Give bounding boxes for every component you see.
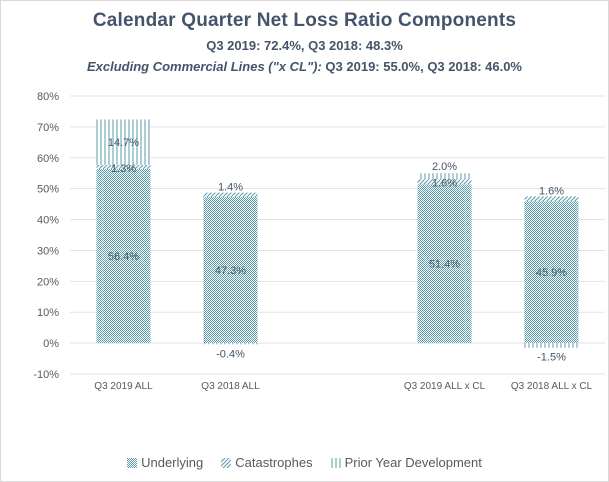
y-tick-label: 60% xyxy=(37,153,59,165)
y-tick-label: 30% xyxy=(37,245,59,257)
data-label-underlying: 56.4% xyxy=(108,251,139,263)
legend-swatch-underlying xyxy=(127,457,138,468)
data-label-underlying: 45.9% xyxy=(536,267,567,279)
y-tick-label: 50% xyxy=(37,184,59,196)
data-label-prior-year-development: 14.7% xyxy=(108,137,139,149)
x-tick-label: Q3 2018 ALL x CL xyxy=(511,381,593,392)
legend-item-underlying: Underlying xyxy=(127,455,203,470)
bar-segment-catastrophes xyxy=(203,192,258,198)
legend-swatch-catastrophes xyxy=(221,457,232,468)
data-label-underlying: 51.4% xyxy=(429,259,460,271)
bar-segment-underlying xyxy=(524,201,579,344)
bar-segment-prior-year-development xyxy=(524,343,579,348)
data-label-catastrophes: 1.3% xyxy=(111,163,136,175)
y-tick-label: 70% xyxy=(37,122,59,134)
data-label-catastrophes: 1.6% xyxy=(539,185,564,197)
data-label-underlying: 47.3% xyxy=(215,265,246,277)
chart-subtitle: Q3 2019: 72.4%, Q3 2018: 48.3% xyxy=(206,38,403,53)
legend-item-prior-year-development: Prior Year Development xyxy=(330,455,482,470)
chart-title: Calendar Quarter Net Loss Ratio Componen… xyxy=(92,10,517,31)
y-tick-label: 40% xyxy=(37,215,59,227)
y-tick-label: 0% xyxy=(43,338,59,350)
data-label-catastrophes: 1.4% xyxy=(218,182,243,194)
bar-segment-catastrophes xyxy=(96,164,151,169)
bar-segment-prior-year-development xyxy=(203,343,258,345)
legend-label-prior-year-development: Prior Year Development xyxy=(344,455,482,470)
bar-segment-underlying xyxy=(96,168,151,344)
subtitle-2-rest: Q3 2019: 55.0%, Q3 2018: 46.0% xyxy=(325,59,522,74)
x-tick-label: Q3 2019 ALL xyxy=(94,381,153,392)
x-tick-label: Q3 2019 ALL x CL xyxy=(404,381,486,392)
subtitle-2-italic: Excluding Commercial Lines ("x CL"): xyxy=(86,59,322,74)
bar-segment-underlying xyxy=(203,197,258,344)
legend-label-underlying: Underlying xyxy=(141,455,204,470)
legend-item-catastrophes: Catastrophes xyxy=(221,455,313,470)
bar-segment-prior-year-development xyxy=(96,119,151,165)
legend-swatch-prior-year-development xyxy=(330,457,341,468)
bar-segment-underlying xyxy=(417,184,472,344)
chart-subtitle-2: Excluding Commercial Lines ("x CL"): Q3 … xyxy=(0,59,609,74)
chart-legend: Underlying Catastrophes Prior Year Devel… xyxy=(0,455,609,470)
data-label-catastrophes: 1.6% xyxy=(432,177,457,189)
bar-segment-catastrophes xyxy=(417,179,472,185)
y-tick-label: 10% xyxy=(37,307,59,319)
data-label-prior-year-development: 2.0% xyxy=(432,161,457,173)
data-label-prior-year-development: -1.5% xyxy=(537,352,566,364)
bar-segment-prior-year-development xyxy=(417,173,472,180)
data-label-prior-year-development: -0.4% xyxy=(216,348,245,360)
y-tick-label: 20% xyxy=(37,276,59,288)
legend-label-catastrophes: Catastrophes xyxy=(235,455,313,470)
bar-segment-catastrophes xyxy=(524,196,579,202)
y-tick-label: -10% xyxy=(33,369,59,381)
x-tick-label: Q3 2018 ALL xyxy=(201,381,260,392)
y-tick-label: 80% xyxy=(37,91,59,103)
